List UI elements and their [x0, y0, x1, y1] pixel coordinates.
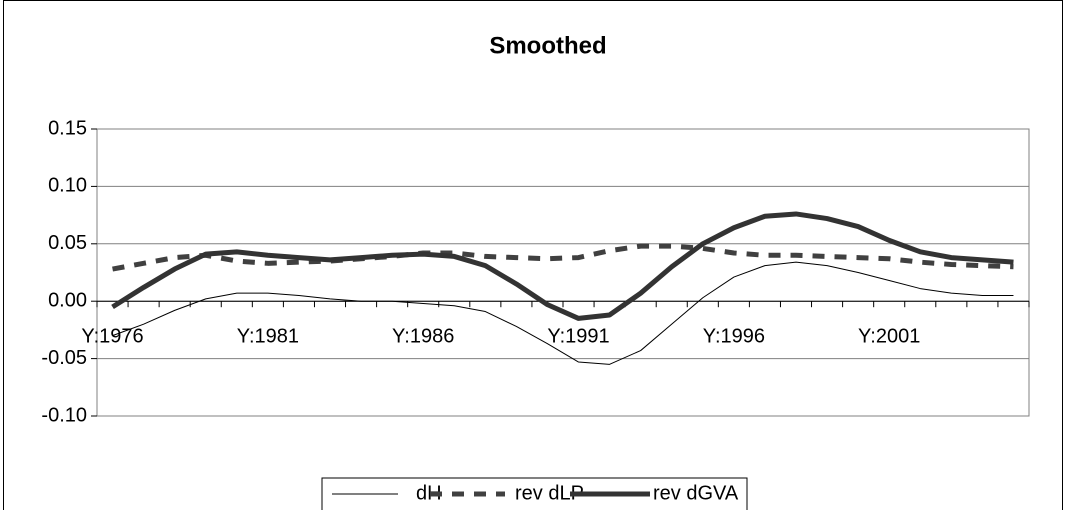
series-line — [112, 243, 1014, 272]
legend-label: dH — [416, 482, 442, 504]
chart-title: Smoothed — [489, 32, 606, 59]
x-tick-label: Y:1976 — [81, 325, 143, 347]
series-line — [112, 261, 1014, 365]
x-tick-label: Y:1986 — [392, 325, 454, 347]
y-tick-label: 0.00 — [48, 289, 87, 311]
plot-area — [96, 128, 1030, 417]
legend-label: rev dLP — [515, 482, 584, 504]
x-tick-label: Y:1991 — [547, 325, 609, 347]
y-tick-label: -0.05 — [41, 347, 87, 369]
x-tick-label: Y:1996 — [703, 325, 765, 347]
y-tick-label: 0.05 — [48, 232, 87, 254]
legend-label: rev dGVA — [653, 482, 739, 504]
y-tick-label: -0.10 — [41, 404, 87, 426]
series-line — [111, 211, 1014, 321]
y-tick-label: 0.15 — [48, 117, 87, 139]
x-tick-label: Y:1981 — [237, 325, 299, 347]
x-tick-label: Y:2001 — [858, 325, 920, 347]
y-tick-label: 0.10 — [48, 175, 87, 197]
